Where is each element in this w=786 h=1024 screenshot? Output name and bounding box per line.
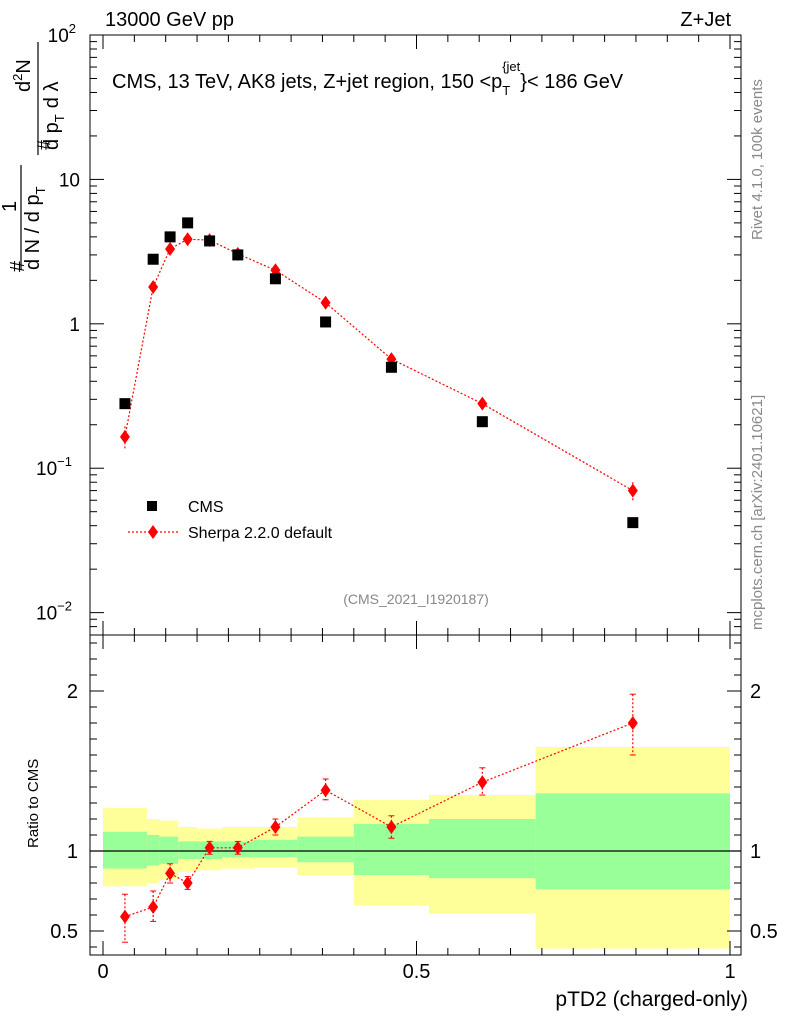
ylabel-sub-t-2: T [52,114,67,122]
plot-title-sup-close: } [520,71,527,93]
ratio-axes: 0.5 0.5 1 1 2 2 0 0.5 1 [50,635,778,983]
rivet-version-label: Rivet 4.1.0, 100k events [749,79,766,240]
sherpa-point [119,429,130,444]
ratio-panel-frame [89,634,742,956]
main-y-tick-label: 10−1 [36,454,72,480]
cms-data-point [147,253,159,265]
ylabel-hash-1: # [7,260,29,272]
sherpa-line [124,238,634,492]
band-inner-bin [178,841,198,859]
legend-label-cms: CMS [188,499,224,516]
cms-data-point [232,249,244,261]
ratio-y-tick-label-right: 1 [750,841,761,863]
cms-data-point [627,517,639,529]
plot-title-main: CMS, 13 TeV, AK8 jets, Z+jet region, 150… [112,71,502,93]
cms-data-point [182,217,194,229]
ylabel-sub-t-1: T [33,186,48,194]
plot-title-tail: < 186 GeV [527,71,624,93]
band-inner-bin [535,793,730,890]
ratio-point [165,866,176,881]
ylabel-denominator-1: d N / d pT [22,186,48,270]
band-inner-bin [103,831,147,869]
ratio-point [148,900,159,914]
main-y-axis-label: # 1 d N / d pT # d2N d pTd λ [0,42,67,272]
legend-marker-cms [147,501,157,511]
x-axis-label: pTD2 (charged-only) [555,988,748,1011]
main-y-tick-label: 10−2 [36,599,72,625]
ratio-point [119,909,130,924]
ratio-point [627,716,638,730]
tick-exponent: −1 [57,454,72,469]
sherpa-point [477,396,488,411]
tick-exponent: 2 [69,21,76,36]
analysis-watermark: (CMS_2021_I1920187) [343,591,489,607]
plot-title-sup: {jet [502,59,520,74]
ratio-point [386,820,397,834]
x-tick-label: 1 [724,961,735,983]
sherpa-point [182,232,193,247]
cms-data-point [164,231,176,243]
ratio-y-tick-label-right: 2 [750,681,761,703]
sherpa-point [320,295,331,310]
ylabel-denominator-2: d pTd λ [41,82,67,150]
ylabel-hash-2: # [34,140,54,150]
tick-exponent: −2 [57,599,72,614]
ratio-y-tick-label: 1 [67,841,78,863]
cms-data-point [269,273,281,285]
plot-title: CMS, 13 TeV, AK8 jets, Z+jet region, 150… [112,59,624,98]
ylabel-dp: d p [41,122,63,150]
cms-data-point [320,316,332,328]
header-left-label: 13000 GeV pp [105,9,234,31]
band-inner-bin [159,836,179,864]
tick-base: 10 [48,26,69,47]
ratio-y-axis-label: Ratio to CMS [25,759,42,848]
x-tick-label: 0 [97,961,108,983]
tick-base: 10 [36,604,57,625]
ratio-point [232,840,243,855]
ratio-point [270,820,281,834]
legend-label-sherpa: Sherpa 2.2.0 default [188,525,333,542]
ratio-y-tick-label-right: 0.5 [750,921,778,943]
main-y-tick-label: 1 [69,315,80,336]
ratio-point [182,876,193,890]
ylabel-sup-2: 2 [10,74,25,81]
header-right-label: Z+Jet [680,9,731,31]
sherpa-point [165,241,176,256]
ylabel-dlambda: d λ [41,82,63,109]
cms-data-point [476,416,488,428]
band-inner-bin [146,835,160,866]
sherpa-point [148,279,159,294]
ylabel-numerator: d2N [10,59,35,92]
ylabel-one: 1 [0,201,21,212]
ratio-point [477,775,488,790]
ratio-uncertainty-bands [103,747,730,949]
band-inner-bin [253,839,298,858]
plot-title-sub: T [502,83,510,98]
ratio-y-tick-label: 2 [67,681,78,703]
ratio-point [320,783,331,798]
cms-data-point [119,398,131,410]
main-panel-frame [89,34,742,636]
band-inner-bin [429,819,536,879]
ylabel-dn-dp: d N / d p [22,194,44,270]
main-plot-marks [119,217,639,529]
ratio-plot-marks [119,693,638,943]
cms-data-point [385,361,397,373]
cms-data-point [204,235,216,247]
ratio-point [204,840,215,855]
band-inner-bin [297,836,354,863]
sherpa-point [627,483,638,498]
ylabel-n: N [13,59,35,73]
mcplots-label: mcplots.cern.ch [arXiv:2401.10621] [749,395,766,630]
legend-marker-sherpa [148,525,158,539]
main-y-tick-label: 102 [48,21,76,47]
x-tick-label: 0.5 [403,961,431,983]
legend: CMS Sherpa 2.2.0 default [128,499,333,542]
tick-base: 10 [36,459,57,480]
ratio-y-tick-label: 0.5 [50,921,78,943]
ylabel-d: d [13,81,35,92]
main-y-tick-label: 10 [59,170,80,191]
